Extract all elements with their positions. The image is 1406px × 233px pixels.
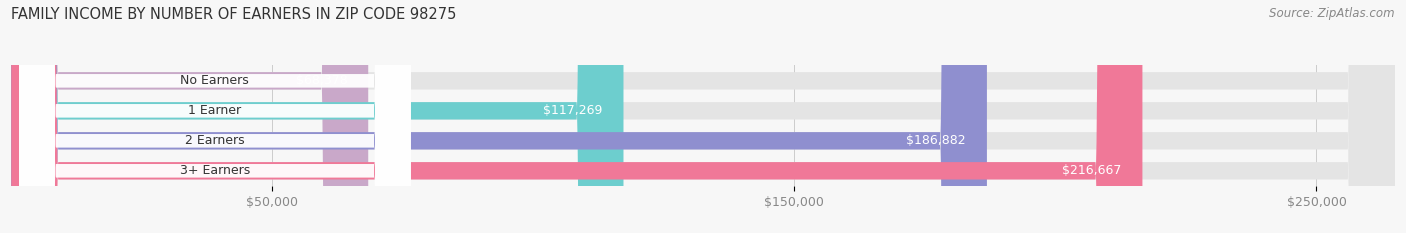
FancyBboxPatch shape [11,0,1395,233]
Text: $216,667: $216,667 [1062,164,1122,177]
FancyBboxPatch shape [11,0,987,233]
Text: Source: ZipAtlas.com: Source: ZipAtlas.com [1270,7,1395,20]
FancyBboxPatch shape [20,0,411,233]
FancyBboxPatch shape [11,0,1395,233]
FancyBboxPatch shape [11,0,368,233]
Text: 2 Earners: 2 Earners [186,134,245,147]
FancyBboxPatch shape [11,0,1395,233]
Text: $68,378: $68,378 [295,74,347,87]
FancyBboxPatch shape [11,0,1143,233]
Text: $186,882: $186,882 [907,134,966,147]
FancyBboxPatch shape [11,0,1395,233]
FancyBboxPatch shape [20,0,411,233]
Text: $117,269: $117,269 [543,104,603,117]
Text: FAMILY INCOME BY NUMBER OF EARNERS IN ZIP CODE 98275: FAMILY INCOME BY NUMBER OF EARNERS IN ZI… [11,7,457,22]
Text: No Earners: No Earners [180,74,249,87]
FancyBboxPatch shape [20,0,411,233]
Text: 3+ Earners: 3+ Earners [180,164,250,177]
FancyBboxPatch shape [20,0,411,233]
FancyBboxPatch shape [11,0,623,233]
Text: 1 Earner: 1 Earner [188,104,242,117]
